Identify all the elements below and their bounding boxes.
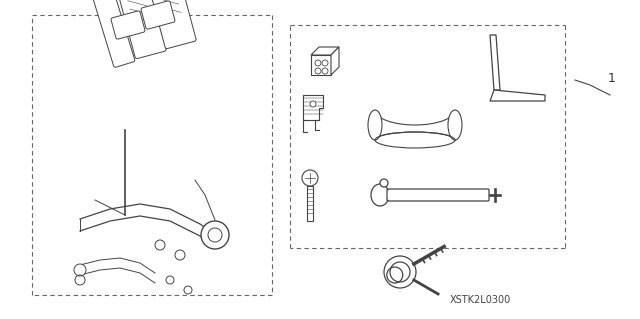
FancyBboxPatch shape (81, 0, 135, 67)
Polygon shape (490, 90, 545, 101)
FancyBboxPatch shape (387, 189, 489, 201)
FancyBboxPatch shape (134, 0, 196, 48)
Polygon shape (490, 35, 500, 90)
FancyBboxPatch shape (111, 11, 145, 39)
Circle shape (322, 68, 328, 74)
Circle shape (315, 60, 321, 66)
FancyBboxPatch shape (104, 0, 166, 59)
Circle shape (74, 264, 86, 276)
Ellipse shape (368, 110, 382, 140)
Bar (307, 186, 313, 221)
Circle shape (201, 221, 229, 249)
Circle shape (166, 276, 174, 284)
Ellipse shape (448, 110, 462, 140)
Circle shape (380, 179, 388, 187)
Circle shape (302, 170, 318, 186)
Circle shape (310, 101, 316, 107)
Ellipse shape (375, 132, 455, 148)
Circle shape (322, 60, 328, 66)
Text: XSTK2L0300: XSTK2L0300 (449, 295, 511, 305)
Circle shape (155, 240, 165, 250)
Bar (311, 55, 331, 75)
Polygon shape (311, 47, 339, 55)
Circle shape (175, 250, 185, 260)
Circle shape (184, 286, 192, 294)
FancyBboxPatch shape (141, 1, 175, 29)
Text: 1: 1 (608, 71, 616, 85)
Polygon shape (303, 95, 323, 120)
Circle shape (315, 68, 321, 74)
Polygon shape (331, 47, 339, 75)
Circle shape (208, 228, 222, 242)
